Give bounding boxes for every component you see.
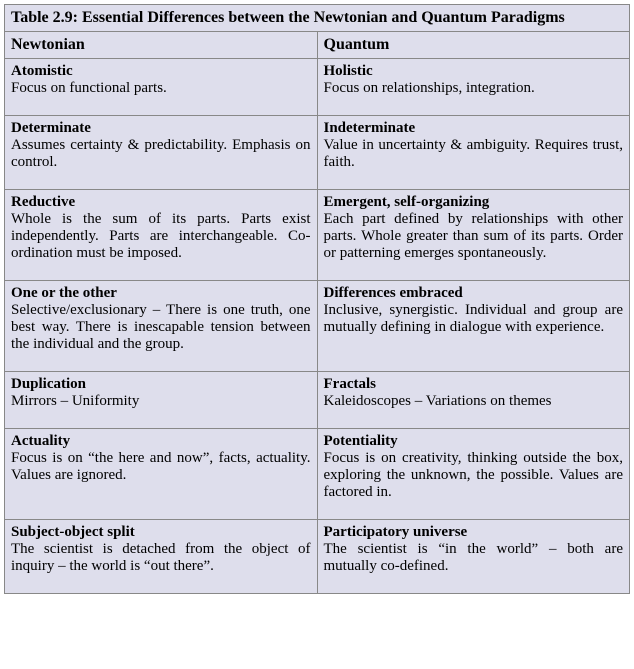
term: Fractals bbox=[324, 376, 376, 392]
term: Atomistic bbox=[11, 63, 73, 79]
term: Participatory universe bbox=[324, 524, 468, 540]
term: Actuality bbox=[11, 433, 70, 449]
description: Assumes certainty & predictability. Emph… bbox=[11, 137, 311, 171]
table-row: Subject-object split The scientist is de… bbox=[5, 520, 630, 594]
table-row: Determinate Assumes certainty & predicta… bbox=[5, 116, 630, 190]
paradigm-table: Table 2.9: Essential Differences between… bbox=[4, 4, 630, 594]
cell-newtonian: Atomistic Focus on functional parts. bbox=[5, 59, 318, 116]
description: The scientist is detached from the objec… bbox=[11, 541, 311, 575]
cell-newtonian: Subject-object split The scientist is de… bbox=[5, 520, 318, 594]
cell-newtonian: Duplication Mirrors – Uniformity bbox=[5, 372, 318, 429]
page: Table 2.9: Essential Differences between… bbox=[0, 0, 634, 598]
description: Kaleidoscopes – Variations on themes bbox=[324, 393, 624, 410]
table-row: One or the other Selective/exclusionary … bbox=[5, 281, 630, 372]
cell-newtonian: One or the other Selective/exclusionary … bbox=[5, 281, 318, 372]
table-row: Reductive Whole is the sum of its parts.… bbox=[5, 190, 630, 281]
description: Inclusive, synergistic. Individual and g… bbox=[324, 302, 624, 336]
cell-newtonian: Actuality Focus is on “the here and now”… bbox=[5, 429, 318, 520]
description: Focus on functional parts. bbox=[11, 80, 311, 97]
term: Duplication bbox=[11, 376, 86, 392]
description: Focus on relationships, integration. bbox=[324, 80, 624, 97]
cell-quantum: Holistic Focus on relationships, integra… bbox=[317, 59, 630, 116]
description: The scientist is “in the world” – both a… bbox=[324, 541, 624, 575]
cell-quantum: Differences embraced Inclusive, synergis… bbox=[317, 281, 630, 372]
cell-quantum: Participatory universe The scientist is … bbox=[317, 520, 630, 594]
cell-newtonian: Reductive Whole is the sum of its parts.… bbox=[5, 190, 318, 281]
col-header-quantum: Quantum bbox=[317, 32, 630, 59]
term: Indeterminate bbox=[324, 120, 416, 136]
cell-quantum: Indeterminate Value in uncertainty & amb… bbox=[317, 116, 630, 190]
description: Selective/exclusionary – There is one tr… bbox=[11, 302, 311, 353]
description: Each part defined by relationships with … bbox=[324, 211, 624, 262]
table-row: Atomistic Focus on functional parts. Hol… bbox=[5, 59, 630, 116]
col-header-newtonian: Newtonian bbox=[5, 32, 318, 59]
term: Holistic bbox=[324, 63, 373, 79]
term: Reductive bbox=[11, 194, 75, 210]
description: Whole is the sum of its parts. Parts exi… bbox=[11, 211, 311, 262]
description: Focus is on creativity, thinking outside… bbox=[324, 450, 624, 501]
table-caption-row: Table 2.9: Essential Differences between… bbox=[5, 5, 630, 32]
table-row: Actuality Focus is on “the here and now”… bbox=[5, 429, 630, 520]
cell-quantum: Emergent, self-organizing Each part defi… bbox=[317, 190, 630, 281]
term: Differences embraced bbox=[324, 285, 463, 301]
term: One or the other bbox=[11, 285, 117, 301]
term: Subject-object split bbox=[11, 524, 135, 540]
table-caption: Table 2.9: Essential Differences between… bbox=[5, 5, 630, 32]
cell-quantum: Potentiality Focus is on creativity, thi… bbox=[317, 429, 630, 520]
cell-newtonian: Determinate Assumes certainty & predicta… bbox=[5, 116, 318, 190]
description: Value in uncertainty & ambiguity. Requir… bbox=[324, 137, 624, 171]
description: Focus is on “the here and now”, facts, a… bbox=[11, 450, 311, 484]
description: Mirrors – Uniformity bbox=[11, 393, 311, 410]
table-header-row: Newtonian Quantum bbox=[5, 32, 630, 59]
cell-quantum: Fractals Kaleidoscopes – Variations on t… bbox=[317, 372, 630, 429]
term: Determinate bbox=[11, 120, 91, 136]
table-row: Duplication Mirrors – Uniformity Fractal… bbox=[5, 372, 630, 429]
term: Potentiality bbox=[324, 433, 398, 449]
term: Emergent, self-organizing bbox=[324, 194, 490, 210]
